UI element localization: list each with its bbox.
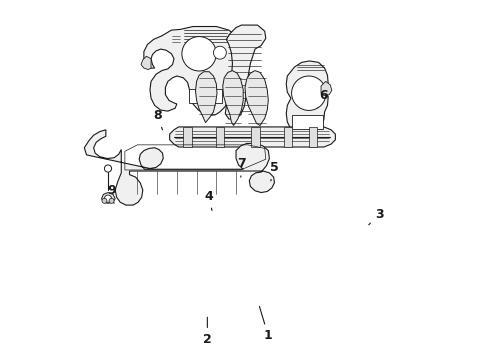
Polygon shape [141, 56, 151, 69]
Polygon shape [251, 127, 260, 147]
Text: 8: 8 [153, 109, 163, 130]
Text: 9: 9 [107, 184, 116, 203]
Text: 4: 4 [204, 190, 213, 211]
Text: 3: 3 [368, 208, 384, 225]
Polygon shape [183, 127, 192, 147]
Polygon shape [170, 127, 335, 147]
Polygon shape [321, 81, 332, 96]
Polygon shape [223, 71, 243, 126]
Polygon shape [196, 72, 217, 123]
Polygon shape [284, 127, 293, 147]
Polygon shape [245, 71, 269, 126]
Text: 6: 6 [318, 89, 328, 108]
Text: 2: 2 [203, 317, 212, 346]
Polygon shape [286, 61, 328, 137]
Circle shape [182, 37, 216, 71]
Circle shape [214, 46, 226, 59]
Circle shape [102, 198, 107, 203]
Circle shape [104, 165, 112, 172]
Circle shape [292, 76, 326, 111]
Polygon shape [292, 115, 323, 129]
Text: 5: 5 [270, 161, 279, 181]
Text: 7: 7 [237, 157, 246, 177]
Polygon shape [225, 25, 266, 119]
Polygon shape [84, 130, 274, 205]
Text: 1: 1 [259, 306, 272, 342]
Circle shape [109, 198, 114, 203]
Polygon shape [190, 89, 221, 103]
Polygon shape [309, 127, 318, 147]
Polygon shape [101, 193, 115, 203]
Circle shape [104, 195, 112, 202]
Polygon shape [216, 127, 224, 147]
Polygon shape [144, 27, 239, 116]
